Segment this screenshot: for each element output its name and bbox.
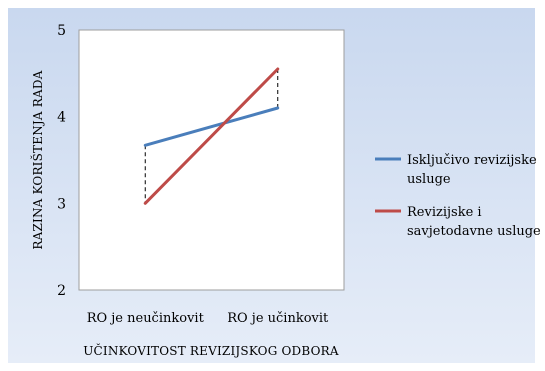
series-line-2 xyxy=(143,67,280,205)
legend-label: savjetodavne usluge xyxy=(407,224,541,239)
legend: Isključivo revizijske usluge Revizijske i s… xyxy=(375,153,541,239)
y-axis-title: RAZINA KORIŠTENJA RADA xyxy=(29,70,45,249)
x-category-label: RO je neučinkovit xyxy=(87,311,205,326)
y-axis-ticks: 2 3 4 5 xyxy=(57,23,66,299)
legend-label: usluge xyxy=(407,172,451,187)
x-category-label: RO je učinkovit xyxy=(227,311,329,326)
legend-label: Revizijske i xyxy=(407,205,482,220)
y-tick-label: 4 xyxy=(57,110,66,126)
plot-area xyxy=(78,29,345,291)
legend-label: Isključivo revizijske xyxy=(407,153,537,168)
series-lines xyxy=(143,67,280,205)
y-tick-label: 3 xyxy=(57,196,66,212)
y-tick-label: 5 xyxy=(57,23,66,39)
series-line-1 xyxy=(143,106,280,147)
drop-lines xyxy=(144,69,279,204)
x-axis-title: UČINKOVITOST REVIZIJSKOG ODBORA xyxy=(83,342,339,358)
y-tick-label: 2 xyxy=(57,283,66,299)
x-axis-categories: RO je neučinkovit RO je učinkovit xyxy=(87,311,329,326)
